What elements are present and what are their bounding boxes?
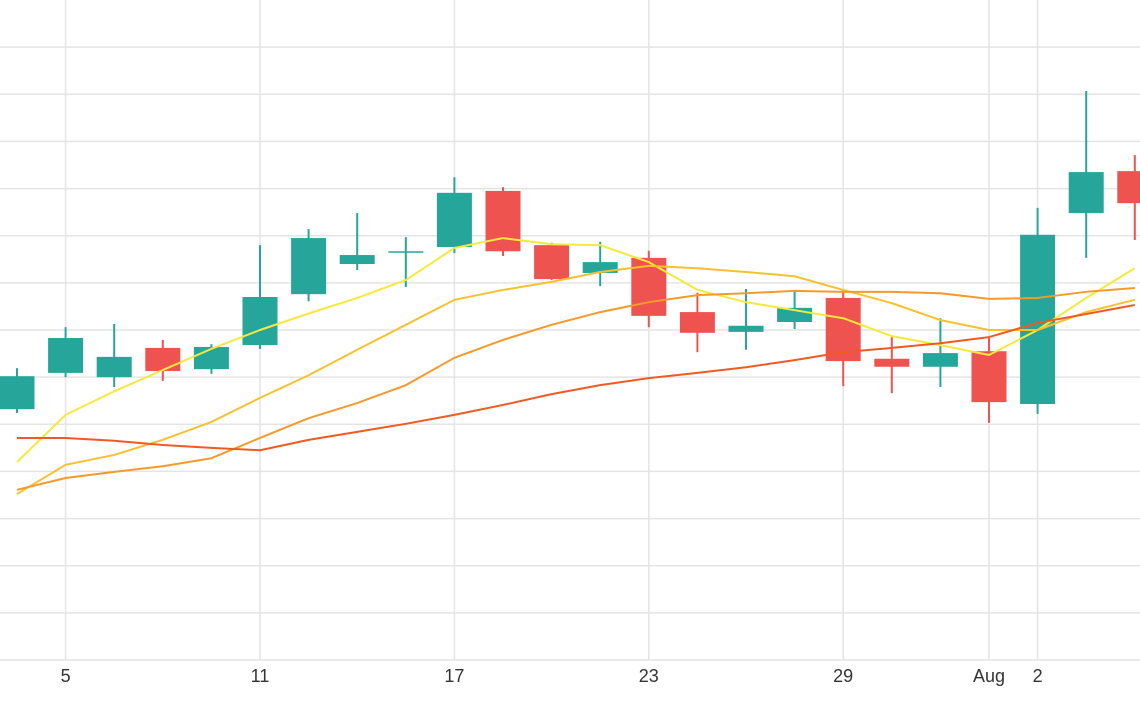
candle-body bbox=[242, 297, 278, 346]
candle-body bbox=[534, 245, 570, 280]
candle-body bbox=[922, 353, 958, 367]
moving-average-line bbox=[16, 237, 1136, 463]
x-tick-label: 5 bbox=[61, 666, 71, 686]
x-tick-label: Aug bbox=[973, 666, 1005, 686]
candle-body bbox=[1020, 234, 1056, 405]
x-tick-label: 2 bbox=[1033, 666, 1043, 686]
x-tick-label: 23 bbox=[639, 666, 659, 686]
x-tick-label: 11 bbox=[251, 666, 270, 686]
moving-average-line bbox=[16, 264, 1136, 495]
candle-body bbox=[339, 255, 375, 264]
candle-body bbox=[874, 358, 910, 367]
candle-body bbox=[728, 325, 764, 332]
moving-average-line bbox=[16, 287, 1135, 491]
candle-body bbox=[145, 347, 181, 372]
candle-body bbox=[96, 356, 132, 378]
candle-body bbox=[679, 312, 715, 333]
candle-body bbox=[48, 338, 84, 373]
candle-body bbox=[971, 351, 1007, 403]
candle-body bbox=[193, 346, 229, 370]
candle-body bbox=[485, 190, 521, 252]
candle-body bbox=[388, 251, 424, 253]
candle-body bbox=[291, 238, 327, 295]
moving-average-line bbox=[17, 304, 1135, 452]
x-tick-label: 29 bbox=[833, 666, 853, 686]
candle-body bbox=[1068, 172, 1104, 214]
candle-body bbox=[0, 376, 35, 410]
candle-body bbox=[436, 192, 472, 248]
x-tick-label: 17 bbox=[444, 666, 464, 686]
candle-body bbox=[1117, 171, 1140, 204]
candle-body bbox=[582, 262, 618, 273]
